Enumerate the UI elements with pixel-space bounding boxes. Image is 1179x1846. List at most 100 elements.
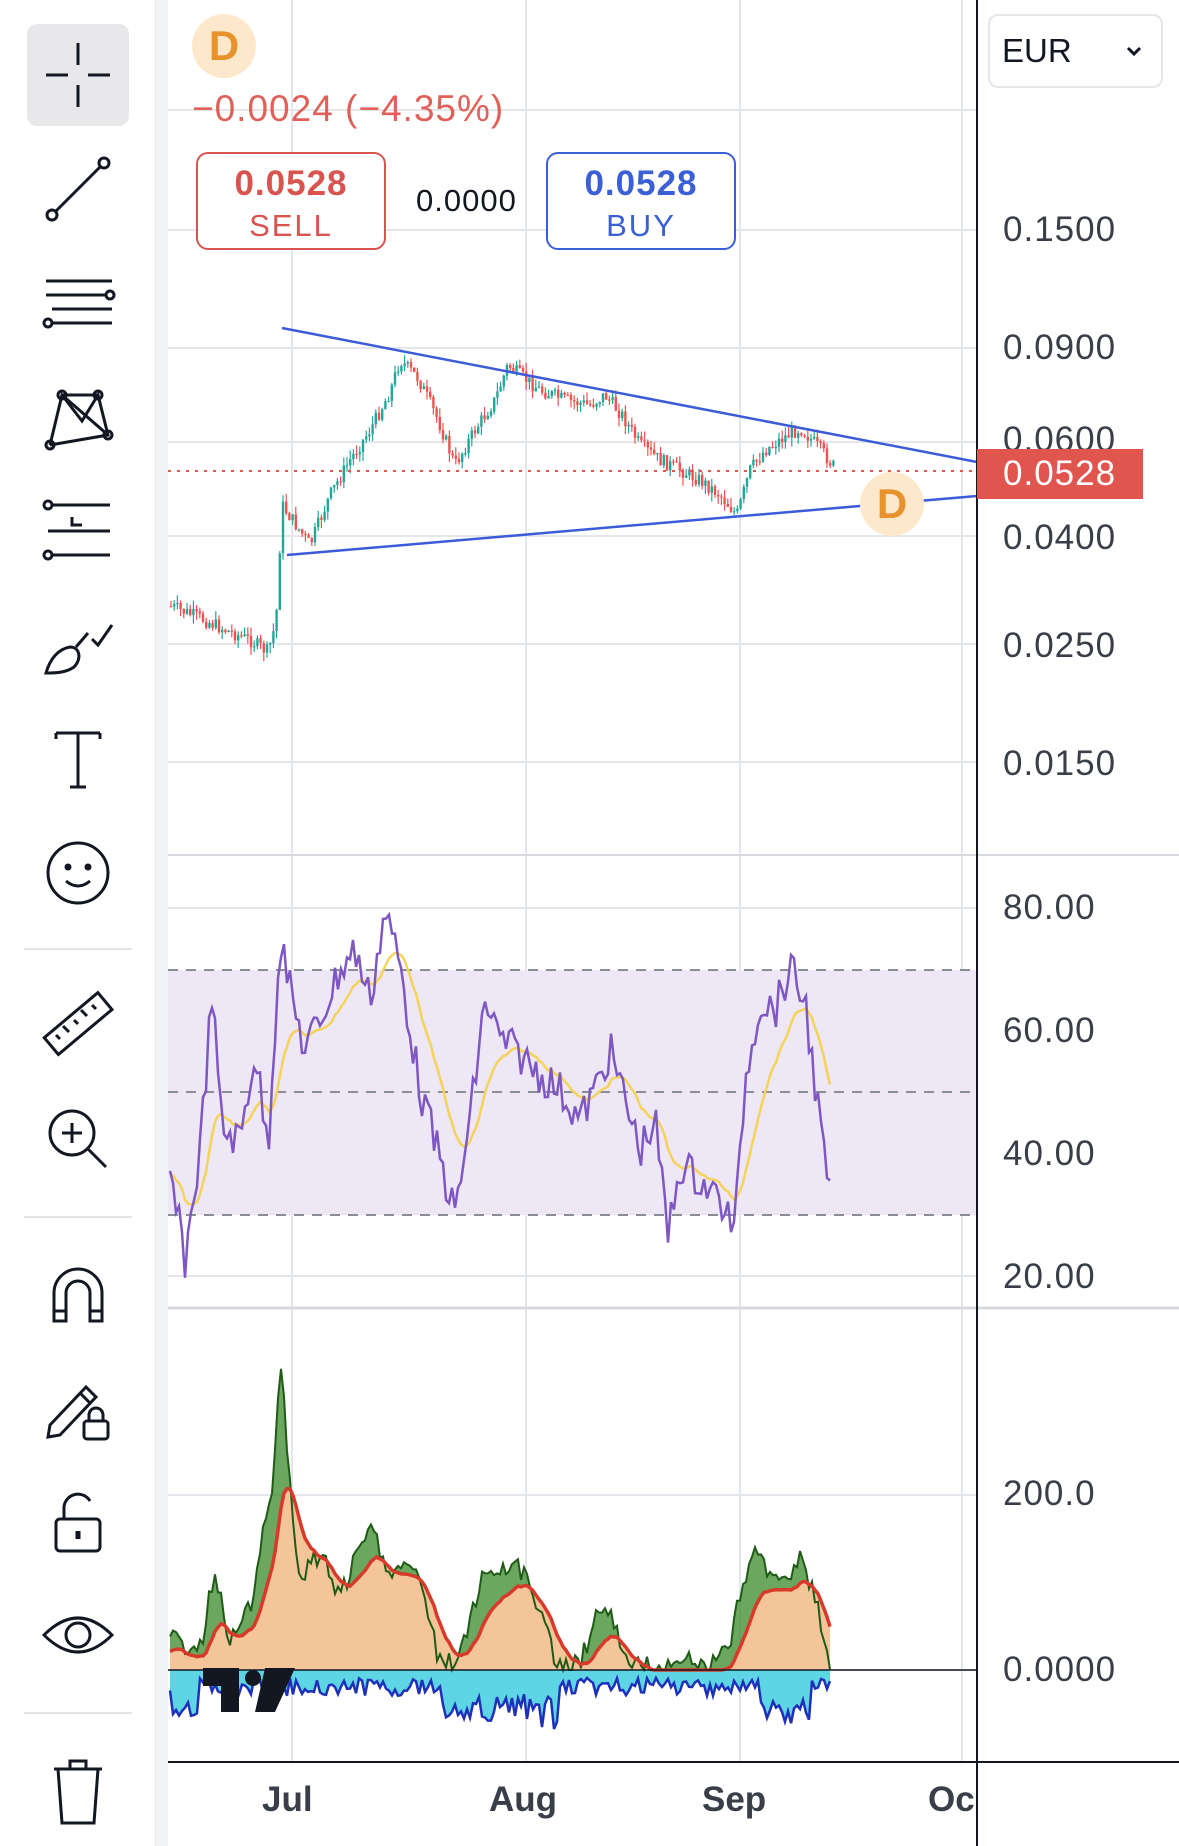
candle-body <box>294 514 297 530</box>
candle-body <box>675 461 678 463</box>
tradingview-logo <box>203 1668 295 1712</box>
trash-icon <box>54 1759 102 1825</box>
emoji-tool[interactable] <box>27 822 129 924</box>
candle-body <box>317 517 320 528</box>
brush-icon <box>44 624 114 675</box>
lock-all-tool[interactable] <box>27 1470 129 1572</box>
candle-body <box>803 435 806 437</box>
candle-body <box>198 611 201 614</box>
candle-body <box>169 606 173 608</box>
candle-body <box>483 415 486 420</box>
candle-body <box>781 438 784 443</box>
candle-body <box>502 375 505 387</box>
candle-body <box>237 635 240 641</box>
candle-body <box>310 537 313 543</box>
fib-retracement-tool[interactable] <box>27 252 129 354</box>
candle-body <box>694 479 697 485</box>
candle-body <box>816 436 819 442</box>
candle-body <box>531 377 534 392</box>
long-position-tool[interactable] <box>27 480 129 582</box>
long-position-icon <box>42 499 110 561</box>
patterns-tool[interactable] <box>27 366 129 468</box>
oscillator-green-line <box>169 1368 831 1674</box>
event-badge[interactable]: D <box>860 472 924 536</box>
candle-body <box>547 395 550 399</box>
candle-body <box>585 400 589 404</box>
candle-body <box>649 447 653 450</box>
candle-body <box>381 409 384 420</box>
candle-body <box>384 401 387 410</box>
candle-body <box>697 474 701 485</box>
trend-line-tool[interactable] <box>27 138 129 240</box>
candle-body <box>361 439 365 453</box>
candle-body <box>521 367 525 372</box>
price-axis-label: 0.0250 <box>1003 626 1117 665</box>
time-axis-label: Jul <box>262 1780 313 1819</box>
candle-body <box>560 392 563 398</box>
drawing-toolbar <box>0 0 156 1846</box>
brush-tool[interactable] <box>27 594 129 696</box>
sell-label: SELL <box>249 208 333 243</box>
time-axis-label: Oc <box>928 1780 975 1819</box>
text-tool[interactable] <box>27 708 129 810</box>
candle-body <box>269 642 272 645</box>
candle-body <box>713 486 717 495</box>
magnet-icon <box>52 1267 104 1323</box>
crosshair-tool[interactable] <box>27 24 129 126</box>
symbol-badge[interactable]: D <box>192 14 256 78</box>
candle-body <box>515 365 518 372</box>
candle-body <box>726 503 729 507</box>
candle-body <box>739 498 742 509</box>
magnet-tool[interactable] <box>27 1242 129 1344</box>
candle-body <box>461 453 464 463</box>
candle-body <box>262 643 265 653</box>
candle-body <box>797 433 800 438</box>
zoom-in-tool[interactable] <box>27 1088 129 1190</box>
patterns-icon <box>44 389 114 451</box>
candle-body <box>355 453 358 455</box>
candle-body <box>326 498 329 512</box>
candle-body <box>742 486 745 499</box>
trash-tool[interactable] <box>27 1740 129 1842</box>
candle-body <box>349 459 352 466</box>
candle-body <box>755 459 758 462</box>
candle-body <box>320 517 323 520</box>
ruler-icon <box>42 990 115 1057</box>
candle-body <box>685 475 688 478</box>
candle-body <box>509 365 512 368</box>
candle-body <box>182 608 185 614</box>
sell-button[interactable]: 0.0528 SELL <box>196 152 386 250</box>
candle-body <box>617 410 621 418</box>
candle-body <box>445 435 448 440</box>
candle-body <box>377 412 381 420</box>
candle-body <box>681 470 685 478</box>
chart-area[interactable] <box>168 0 1179 1846</box>
candle-body <box>329 487 333 499</box>
candle-body <box>637 436 640 438</box>
currency-select[interactable]: EUR <box>988 14 1163 88</box>
hide-drawings-tool[interactable] <box>27 1584 129 1686</box>
candle-body <box>825 448 829 464</box>
candle-body <box>550 391 553 396</box>
candle-body <box>496 391 499 398</box>
candle-body <box>374 412 377 425</box>
candle-body <box>493 397 496 412</box>
ruler-tool[interactable] <box>27 974 129 1076</box>
buy-price: 0.0528 <box>584 164 698 203</box>
candle-body <box>758 461 761 463</box>
candle-body <box>688 469 691 476</box>
candle-body <box>777 438 781 447</box>
candle-body <box>656 452 659 455</box>
toolbar-divider <box>24 948 132 950</box>
candle-body <box>368 434 371 437</box>
candle-body <box>605 393 608 400</box>
lock-drawings-tool[interactable] <box>27 1356 129 1458</box>
candle-body <box>761 452 765 462</box>
candle-body <box>544 392 547 399</box>
candle-body <box>528 377 531 383</box>
candle-body <box>275 609 278 632</box>
buy-button[interactable]: 0.0528 BUY <box>546 152 736 250</box>
toolbar-divider <box>24 1712 132 1714</box>
toolbar-divider <box>24 1216 132 1218</box>
